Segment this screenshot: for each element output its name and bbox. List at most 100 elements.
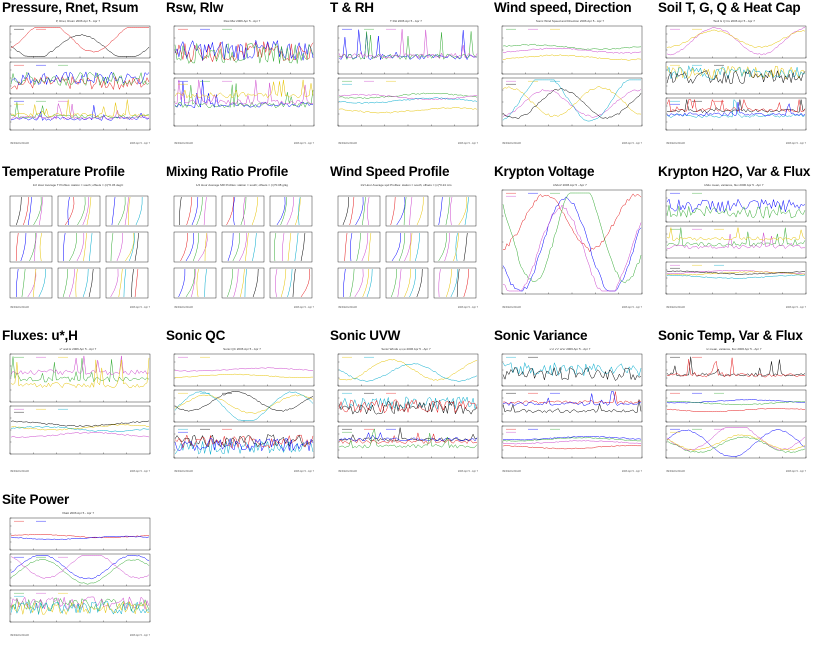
profile-panel	[9, 195, 53, 227]
footer-right: 2006 Apr 5 - Apr 7	[130, 634, 151, 637]
plot-title-link[interactable]: Soil T, G, Q & Heat Cap	[658, 0, 801, 15]
plot-panel	[9, 553, 151, 587]
footer-right: 2006 Apr 5 - Apr 7	[130, 306, 151, 309]
data-series	[338, 29, 478, 59]
plot-thumbnail[interactable]: Vbatt 2006 Apr 5 - Apr 7 ISFF/EOL/NCAR 200…	[2, 510, 154, 640]
data-series	[174, 83, 314, 109]
plot-title-link[interactable]: Wind speed, Direction	[494, 0, 632, 15]
plot-subtitle: u'u' v'v' w'w' 2006 Apr 5 - Apr 7	[550, 347, 591, 351]
data-series	[10, 425, 150, 432]
plot-tile[interactable]: Fluxes: u*,H u* and H 2006 Apr 5 - Apr 7 I…	[0, 328, 164, 492]
data-series	[502, 196, 642, 292]
footer-left: ISFF/EOL/NCAR	[338, 470, 357, 473]
plot-thumbnail[interactable]: Sonic QC 2006 Apr 5 - Apr 7 ISFF/EOL/NCAR…	[166, 346, 318, 476]
plot-tile[interactable]: Temperature Profile 1/2 Hour Average T Pr…	[0, 164, 164, 328]
plot-thumbnail[interactable]: 1/2 Hour Average T Profiles: station = s…	[2, 182, 154, 312]
plot-subtitle: tc mean, variance, flux 2006 Apr 5 - Apr…	[706, 347, 761, 351]
plot-thumbnail[interactable]: Sonic Winds u,v,w 2006 Apr 5 - Apr 7 ISFF…	[330, 346, 482, 476]
data-series	[338, 431, 478, 442]
plot-title-link[interactable]: Wind Speed Profile	[330, 164, 450, 179]
plot-title-link[interactable]: Mixing Ratio Profile	[166, 164, 289, 179]
plot-tile[interactable]: Wind Speed Profile 1/2 Hour Average spd P…	[328, 164, 492, 328]
plot-thumbnail[interactable]: Sonic Wind Speed and Direction 2006 Apr …	[494, 18, 646, 148]
footer-right: 2006 Apr 5 - Apr 7	[622, 306, 643, 309]
plot-subtitle: 1/2 Hour Average spd Profiles: station =…	[360, 183, 452, 187]
plot-panel	[501, 25, 643, 75]
plot-tile[interactable]: Sonic UVW Sonic Winds u,v,w 2006 Apr 5 - …	[328, 328, 492, 492]
plot-tile[interactable]: Site Power Vbatt 2006 Apr 5 - Apr 7 ISFF/E…	[0, 492, 164, 656]
data-series	[174, 42, 314, 65]
footer-right: 2006 Apr 5 - Apr 7	[622, 142, 643, 145]
plot-thumbnail[interactable]: 1/2 Hour Average MR Profiles: station = …	[166, 182, 318, 312]
plot-title-link[interactable]: Pressure, Rnet, Rsum	[2, 0, 139, 15]
data-series	[174, 440, 314, 455]
plot-thumbnail[interactable]: 1/2 Hour Average spd Profiles: station =…	[330, 182, 482, 312]
plot-subtitle: Sonic Winds u,v,w 2006 Apr 5 - Apr 7	[381, 347, 431, 351]
plot-panel	[337, 425, 479, 459]
data-series	[666, 232, 805, 250]
data-series	[666, 64, 806, 80]
profile-panel	[385, 267, 429, 299]
plot-thumbnail[interactable]: kh2o mean, variance, flux 2006 Apr 5 - A…	[658, 182, 810, 312]
plot-tile[interactable]: Sonic Temp, Var & Flux tc mean, variance,…	[656, 328, 820, 492]
plot-tile[interactable]: Pressure, Rnet, Rsum P, Rnet, Rsum 2006 A…	[0, 0, 164, 164]
data-series	[10, 71, 150, 85]
plot-subtitle: kh2oV 2006 Apr 5 - Apr 7	[553, 183, 587, 187]
profile-panel	[221, 267, 265, 299]
plot-title-link[interactable]: T & RH	[330, 0, 374, 15]
plot-thumbnail[interactable]: Rsw Rlw 2006 Apr 5 - Apr 7 ISFF/EOL/NCAR 2…	[166, 18, 318, 148]
footer-left: ISFF/EOL/NCAR	[666, 470, 685, 473]
data-series	[666, 270, 806, 275]
footer-left: ISFF/EOL/NCAR	[666, 306, 685, 309]
plot-tile[interactable]: Rsw, Rlw Rsw Rlw 2006 Apr 5 - Apr 7 ISFF/E…	[164, 0, 328, 164]
plot-thumbnail[interactable]: kh2oV 2006 Apr 5 - Apr 7 ISFF/EOL/NCAR 200…	[494, 182, 646, 312]
plot-panel	[665, 189, 807, 223]
plot-title-link[interactable]: Fluxes: u*,H	[2, 328, 78, 343]
plot-title-link[interactable]: Temperature Profile	[2, 164, 125, 179]
data-series	[338, 427, 478, 449]
plot-title-link[interactable]: Sonic UVW	[330, 328, 401, 343]
plot-tile[interactable]: T & RH T RH 2006 Apr 5 - Apr 7 ISFF/EOL/NC…	[328, 0, 492, 164]
data-series	[338, 399, 478, 414]
plot-tile[interactable]: Soil T, G, Q & Heat Cap Tsoil G Q Cs 2006…	[656, 0, 820, 164]
plot-thumbnail[interactable]: u* and H 2006 Apr 5 - Apr 7 ISFF/EOL/NCAR…	[2, 346, 154, 476]
profile-panel	[433, 267, 477, 299]
plot-title-link[interactable]: Rsw, Rlw	[166, 0, 224, 15]
data-series	[502, 89, 642, 118]
data-series	[174, 434, 314, 449]
plot-thumbnail[interactable]: P, Rnet, Rsum 2006 Apr 5 - Apr 7 ISFF/EOL…	[2, 18, 154, 148]
plot-tile[interactable]: Sonic Variance u'u' v'v' w'w' 2006 Apr 5 …	[492, 328, 656, 492]
plot-panel	[173, 425, 315, 459]
plot-title-link[interactable]: Sonic Variance	[494, 328, 588, 343]
data-series	[666, 408, 805, 413]
profile-panel	[9, 267, 53, 299]
plot-panel	[337, 389, 479, 423]
plot-subtitle: u* and H 2006 Apr 5 - Apr 7	[60, 347, 97, 351]
plot-thumbnail[interactable]: Tsoil G Q Cs 2006 Apr 5 - Apr 7 ISFF/EOL/…	[658, 18, 810, 148]
plot-thumbnail[interactable]: T RH 2006 Apr 5 - Apr 7 ISFF/EOL/NCAR 2006…	[330, 18, 482, 148]
data-series	[174, 434, 314, 448]
data-series	[502, 204, 642, 292]
plot-title-link[interactable]: Sonic Temp, Var & Flux	[658, 328, 803, 343]
plot-thumbnail[interactable]: u'u' v'v' w'w' 2006 Apr 5 - Apr 7 ISFF/EO…	[494, 346, 646, 476]
plot-panel	[173, 25, 315, 75]
plot-tile[interactable]: Mixing Ratio Profile 1/2 Hour Average MR …	[164, 164, 328, 328]
plot-tile[interactable]: Krypton Voltage kh2oV 2006 Apr 5 - Apr 7 I…	[492, 164, 656, 328]
plot-tile[interactable]: Wind speed, Direction Sonic Wind Speed an…	[492, 0, 656, 164]
plot-tile[interactable]: Sonic QC Sonic QC 2006 Apr 5 - Apr 7 ISFF/…	[164, 328, 328, 492]
data-series	[10, 103, 150, 120]
footer-left: ISFF/EOL/NCAR	[10, 142, 29, 145]
plot-tile[interactable]: Krypton H2O, Var & Flux kh2o mean, varian…	[656, 164, 820, 328]
profile-panel	[57, 195, 101, 227]
data-series	[10, 555, 150, 579]
plot-title-link[interactable]: Krypton Voltage	[494, 164, 595, 179]
footer-left: ISFF/EOL/NCAR	[174, 142, 193, 145]
plot-title-link[interactable]: Site Power	[2, 492, 70, 507]
data-series	[10, 558, 150, 585]
data-series	[666, 99, 806, 118]
plot-thumbnail[interactable]: tc mean, variance, flux 2006 Apr 5 - Apr…	[658, 346, 810, 476]
data-series	[338, 92, 478, 99]
plot-title-link[interactable]: Sonic QC	[166, 328, 226, 343]
footer-right: 2006 Apr 5 - Apr 7	[786, 306, 807, 309]
plot-title-link[interactable]: Krypton H2O, Var & Flux	[658, 164, 811, 179]
